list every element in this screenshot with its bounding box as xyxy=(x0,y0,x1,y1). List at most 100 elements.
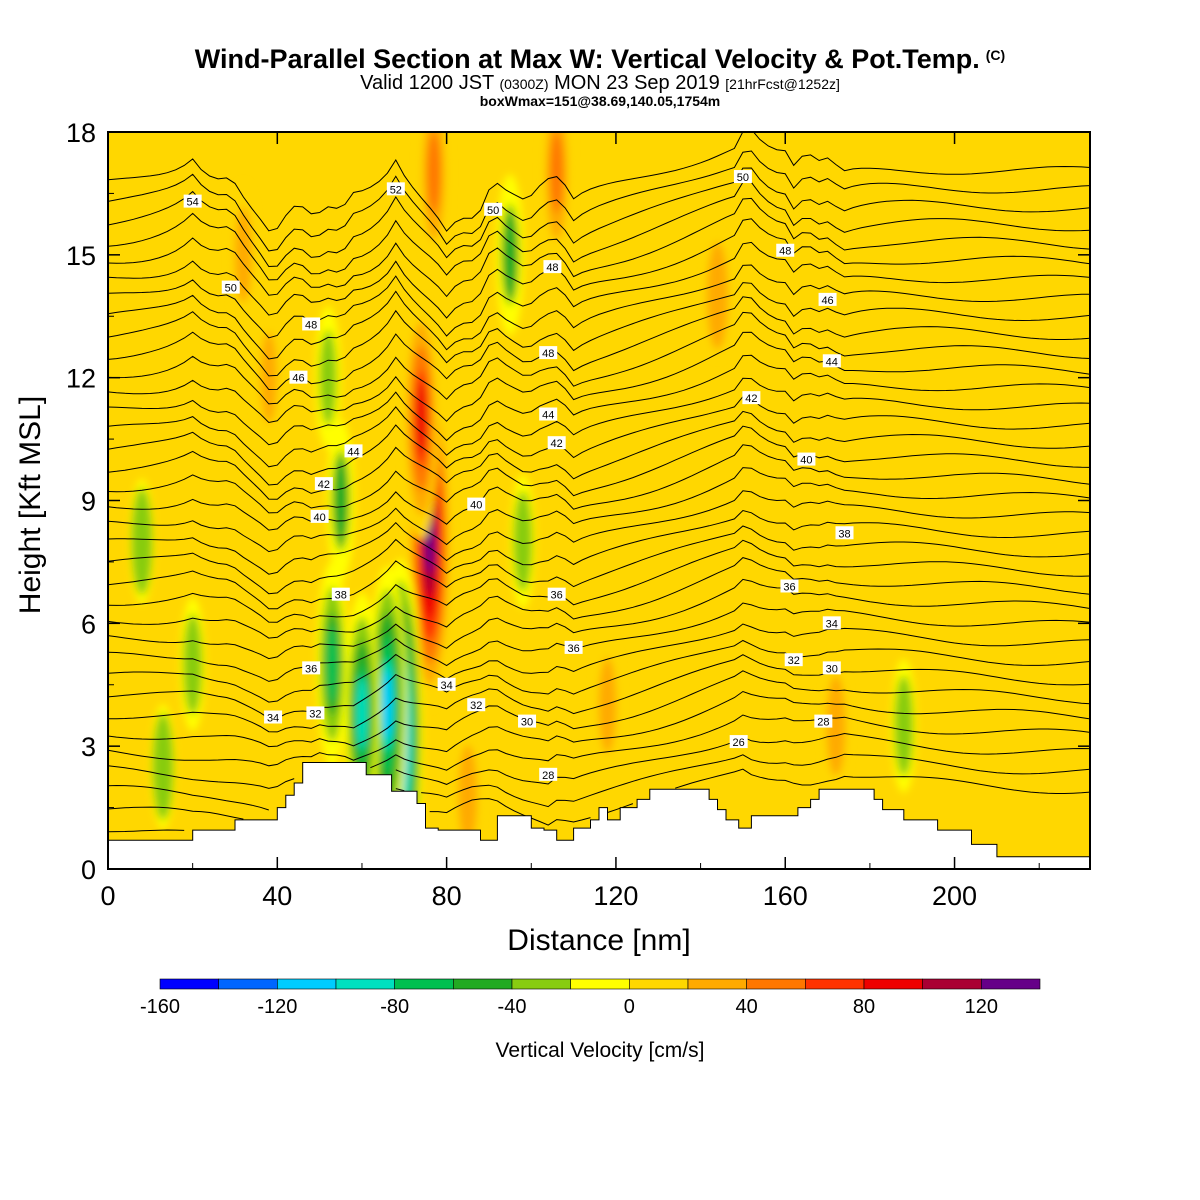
contour-label: 50 xyxy=(737,172,749,184)
contour-label-bg xyxy=(539,346,558,360)
theta-contour xyxy=(108,490,1090,575)
x-tick-label: 0 xyxy=(100,881,115,911)
theta-contour xyxy=(108,509,1090,595)
box-info: boxWmax=151@38.69,140.05,1754m xyxy=(479,93,721,109)
contour-label: 48 xyxy=(542,348,554,360)
y-tick-label: 0 xyxy=(81,855,96,885)
terrain xyxy=(108,762,1090,869)
colorbar-swatch xyxy=(453,978,513,990)
contour-label-bg xyxy=(742,391,761,405)
colorbar-swatch xyxy=(922,978,982,990)
theta-contour xyxy=(108,690,1090,767)
contour-label-bg xyxy=(518,714,537,728)
theta-contour xyxy=(108,181,1090,281)
contour-label-bg xyxy=(484,202,503,216)
theta-contour xyxy=(108,623,1090,703)
x-tick-label: 120 xyxy=(593,881,638,911)
theta-contour xyxy=(108,670,1090,748)
colorbar-tick-label: -120 xyxy=(257,996,297,1018)
theta-contour xyxy=(108,768,1090,833)
contour-label: 46 xyxy=(821,295,833,307)
chart-title: Wind-Parallel Section at Max W: Vertical… xyxy=(0,44,1200,75)
contour-label: 28 xyxy=(817,717,829,729)
contour-label: 36 xyxy=(305,663,317,675)
contour-label-bg xyxy=(776,243,795,257)
theta-contour xyxy=(108,150,1090,252)
theta-contour xyxy=(108,444,1090,531)
colorbar-swatch xyxy=(218,978,278,990)
contour-label: 48 xyxy=(305,319,317,331)
contour-label: 36 xyxy=(551,590,563,602)
y-tick-label: 9 xyxy=(81,487,96,517)
contour-label-bg xyxy=(539,407,558,421)
contour-label-bg xyxy=(822,616,841,630)
theta-contour xyxy=(108,167,1090,268)
contour-label: 44 xyxy=(347,446,359,458)
x-tick-label: 160 xyxy=(763,881,808,911)
contour-label-bg xyxy=(386,182,405,196)
contour-label: 40 xyxy=(800,455,812,467)
contour-label-bg xyxy=(306,706,325,720)
colorbar-tick-label: 40 xyxy=(736,996,758,1018)
theta-contour xyxy=(108,282,1090,377)
colorbar-tick-label: 0 xyxy=(624,996,635,1018)
contour-label-bg xyxy=(818,292,837,306)
theta-contour xyxy=(108,197,1090,298)
contour-label: 38 xyxy=(335,590,347,602)
copyright-mark: (C) xyxy=(985,47,1006,63)
velocity-cell xyxy=(382,670,393,740)
chart-subtitle: Valid 1200 JST (0300Z) MON 23 Sep 2019 [… xyxy=(0,72,1200,95)
theta-contour xyxy=(108,354,1090,446)
contour-label: 32 xyxy=(309,708,321,720)
contour-label-bg xyxy=(437,677,456,691)
contour-label-bg xyxy=(547,436,566,450)
contour-label-bg xyxy=(467,698,486,712)
contour-label: 34 xyxy=(826,618,838,630)
contour-label-bg xyxy=(331,587,350,601)
velocity-cell xyxy=(131,487,153,595)
theta-contour xyxy=(108,311,1090,405)
theta-contour xyxy=(108,425,1090,514)
contour-label: 34 xyxy=(440,680,452,692)
velocity-cell xyxy=(333,456,349,545)
x-tick-label: 80 xyxy=(432,881,462,911)
valid-time: Valid 1200 JST xyxy=(360,72,494,94)
contour-label: 28 xyxy=(542,770,554,782)
contour-label: 46 xyxy=(292,373,304,385)
contour-label-bg xyxy=(733,170,752,184)
contour-label-bg xyxy=(467,497,486,511)
contour-label: 42 xyxy=(318,479,330,491)
theta-contour xyxy=(108,241,1090,339)
contour-label: 32 xyxy=(788,655,800,667)
velocity-cell xyxy=(598,657,617,753)
contour-label-bg xyxy=(302,661,321,675)
contour-label-bg xyxy=(547,587,566,601)
velocity-cell xyxy=(427,132,441,214)
colorbar-tick-label: -80 xyxy=(380,996,409,1018)
contour-label-bg xyxy=(564,640,583,654)
velocity-cell xyxy=(234,207,252,303)
contour-label-bg xyxy=(289,370,308,384)
theta-contour xyxy=(108,377,1090,468)
x-axis: 0 40 80 120 160 200 xyxy=(100,132,1040,911)
valid-utc: (0300Z) xyxy=(499,76,549,92)
theta-contour xyxy=(108,218,1090,319)
y-tick-label: 12 xyxy=(66,364,96,394)
colorbar-swatch xyxy=(863,978,923,990)
contour-label: 48 xyxy=(779,246,791,258)
theta-contour xyxy=(108,557,1090,639)
contour-label-bg xyxy=(344,444,363,458)
velocity-cell xyxy=(183,614,203,715)
velocity-cell xyxy=(502,210,518,299)
y-axis-label: Height [Kft MSL] xyxy=(14,396,47,614)
contour-label: 34 xyxy=(267,713,279,725)
contour-label-bg xyxy=(784,653,803,667)
contour-label-bg xyxy=(264,710,283,724)
contour-labels: 54 52 50 50 50 48 48 48 48 46 46 44 44 44 42 42 42 40 40 40… xyxy=(183,170,854,782)
colorbar-swatch xyxy=(687,978,747,990)
colorbar-tick-label: 80 xyxy=(853,996,875,1018)
contour-label: 44 xyxy=(542,410,554,422)
colorbar: -160 -120 -80 -40 0 40 80 120 xyxy=(140,978,1041,1018)
